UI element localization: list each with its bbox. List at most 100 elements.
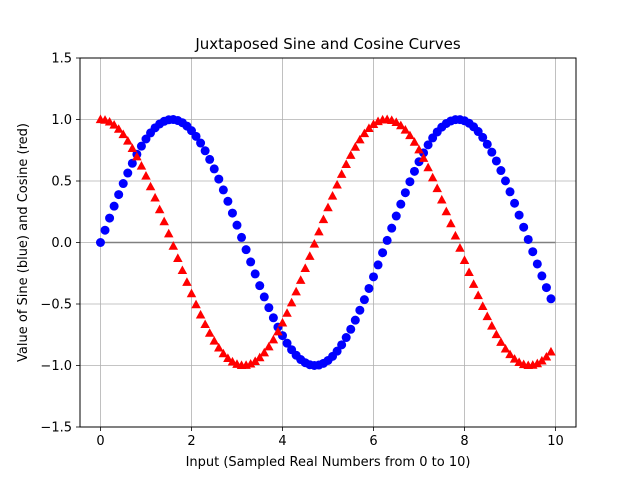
cos-point [446, 218, 456, 228]
sin-point [350, 315, 360, 325]
sin-point [391, 211, 401, 221]
cos-point [109, 119, 119, 129]
sin-point [505, 187, 515, 197]
sin-point [528, 247, 538, 257]
sin-point [218, 185, 228, 195]
cos-point [400, 125, 411, 134]
sin-point [250, 269, 260, 279]
sin-point [510, 198, 520, 208]
sin-point [378, 248, 388, 258]
cos-point [491, 329, 502, 339]
cos-point [254, 352, 265, 362]
sin-point [405, 177, 415, 187]
tick-layer: 0 2 4 6 8 10 −1.5 −1.0 −0.5 0.0 0.5 1.0 1.5 [40, 52, 563, 450]
cos-point [218, 348, 229, 358]
cos-point [209, 336, 219, 345]
sin-point [241, 245, 251, 255]
sin-point [373, 260, 383, 270]
sin-point [500, 176, 510, 186]
cos-point [341, 159, 351, 169]
cos-point [163, 228, 174, 238]
sin-point [409, 166, 419, 176]
y-tick-label: 1.0 [51, 113, 72, 128]
sin-point [209, 164, 219, 174]
x-tick-label: 6 [369, 434, 377, 449]
y-tick-label: 1.5 [51, 52, 72, 67]
cos-point [177, 265, 188, 275]
cos-point [318, 214, 329, 224]
sin-point [541, 283, 551, 293]
sin-point [196, 138, 206, 148]
cos-point [532, 358, 543, 368]
cos-point [368, 119, 379, 128]
cos-point [104, 116, 115, 126]
sin-point [282, 338, 292, 348]
sin-point [514, 210, 524, 220]
cos-point [346, 150, 356, 159]
sin-point [482, 139, 492, 149]
cos-point [136, 161, 147, 170]
cos-point [327, 191, 338, 200]
cos-point [132, 151, 142, 161]
sin-point [491, 156, 501, 166]
x-tick-label: 8 [460, 434, 468, 449]
cos-point [441, 206, 452, 216]
sin-point [191, 131, 201, 141]
cos-point [250, 356, 260, 366]
sin-point [259, 292, 269, 302]
cos-point [500, 343, 511, 353]
sin-point [387, 223, 397, 233]
cos-point [455, 243, 465, 252]
sin-point [136, 141, 146, 151]
sin-point [332, 346, 342, 356]
sin-point [337, 340, 347, 350]
cos-point [286, 297, 297, 307]
sin-point [214, 174, 224, 184]
x-tick-label: 2 [187, 434, 195, 449]
sin-point [227, 208, 237, 218]
sin-point [95, 238, 105, 247]
sin-point [264, 303, 274, 313]
cos-point [141, 171, 151, 180]
series-layer [95, 114, 556, 370]
sin-point [100, 225, 110, 235]
cos-point [450, 230, 461, 240]
cos-point [282, 308, 292, 317]
cos-point [223, 353, 233, 362]
cos-point [541, 351, 552, 361]
cos-point [487, 320, 497, 330]
cos-point [509, 354, 520, 363]
cos-point [214, 342, 224, 352]
x-tick-label: 10 [547, 434, 564, 449]
cos-point [418, 153, 429, 162]
sin-point [114, 190, 124, 200]
cos-point [323, 202, 333, 212]
sin-point [123, 168, 133, 178]
cos-point [405, 130, 415, 140]
cos-point [423, 162, 433, 172]
sin-point [237, 232, 247, 242]
cos-point [546, 346, 556, 356]
sin-point [205, 154, 215, 164]
sin-point [223, 196, 233, 206]
sin-point [200, 146, 210, 156]
cos-point [195, 309, 206, 319]
sin-point [127, 158, 137, 168]
sin-point [359, 295, 369, 305]
cos-point [182, 277, 192, 286]
cos-point [159, 216, 169, 226]
chart-title: Juxtaposed Sine and Cosine Curves [194, 35, 460, 53]
sin-series [95, 115, 556, 370]
sin-point [382, 235, 392, 245]
cos-point [464, 267, 474, 277]
cos-point [414, 144, 424, 154]
sin-point [232, 220, 242, 230]
cos-point [432, 183, 442, 193]
sin-point [537, 271, 547, 281]
y-tick-label: 0.5 [51, 175, 72, 190]
cos-point [427, 172, 438, 182]
cos-point [277, 317, 288, 327]
cos-point [191, 299, 201, 309]
sin-point [141, 134, 151, 144]
